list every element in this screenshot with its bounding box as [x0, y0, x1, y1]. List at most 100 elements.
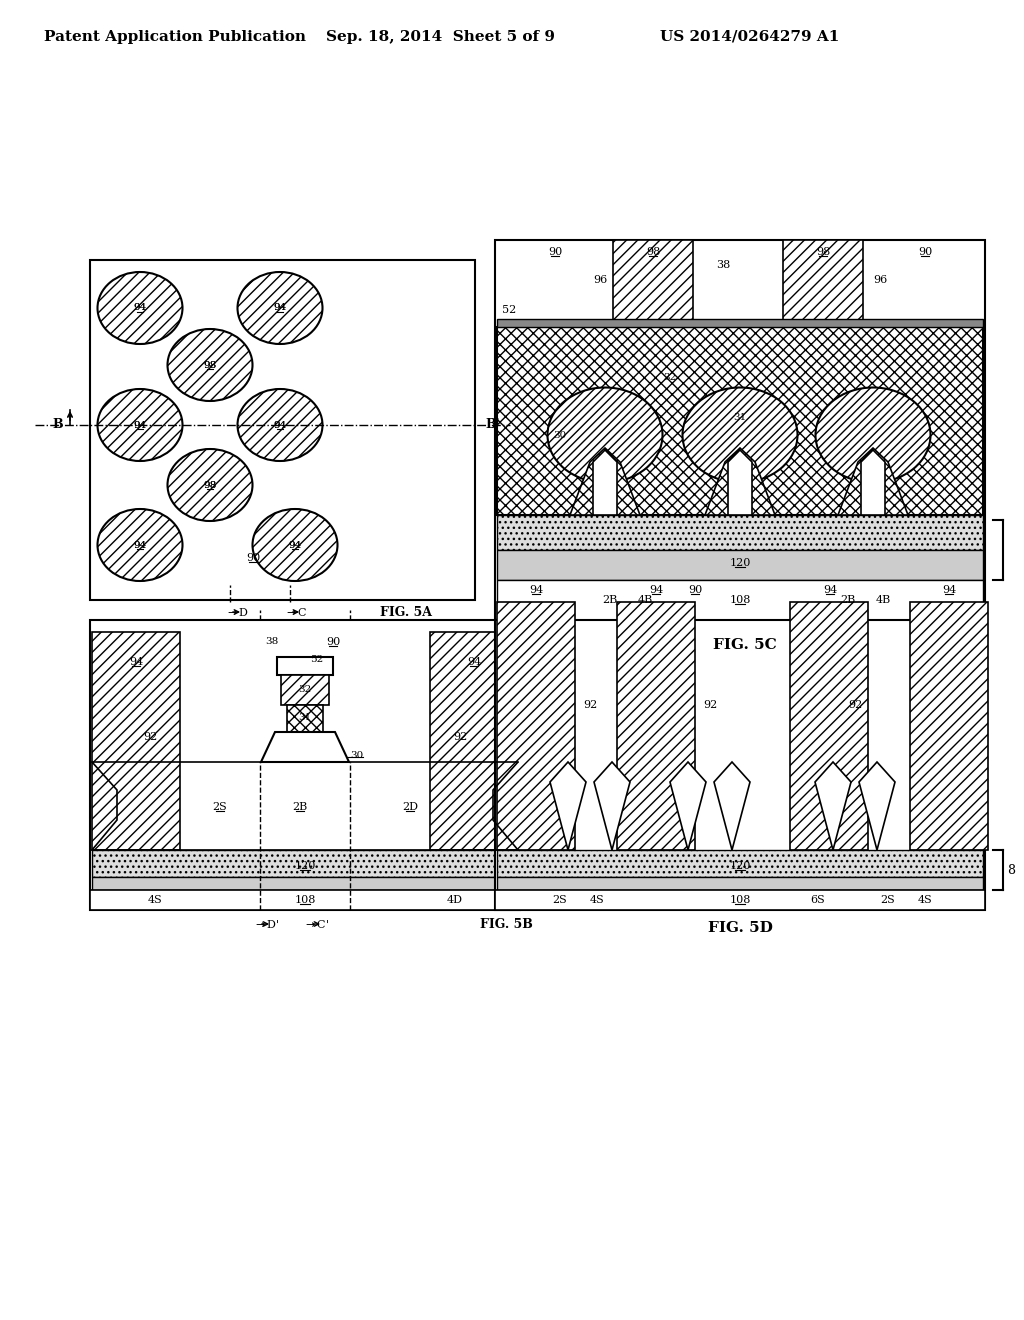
- Text: 94: 94: [649, 585, 664, 595]
- Text: 94: 94: [129, 657, 143, 667]
- Text: Patent Application Publication: Patent Application Publication: [44, 30, 306, 44]
- Bar: [497, 579, 983, 620]
- Text: $\rightarrow$C': $\rightarrow$C': [303, 917, 329, 931]
- Polygon shape: [705, 447, 775, 515]
- Ellipse shape: [238, 389, 323, 461]
- Text: 8: 8: [1007, 863, 1015, 876]
- Polygon shape: [815, 762, 851, 850]
- Bar: [495, 890, 985, 909]
- Bar: [287, 705, 323, 733]
- Text: 2B: 2B: [293, 803, 307, 812]
- Bar: [281, 675, 329, 705]
- Ellipse shape: [815, 388, 931, 483]
- Bar: [90, 620, 520, 909]
- Text: 90: 90: [326, 638, 340, 647]
- Text: 108: 108: [729, 595, 751, 605]
- Ellipse shape: [168, 449, 253, 521]
- Ellipse shape: [97, 389, 182, 461]
- Bar: [90, 890, 520, 909]
- Text: 94: 94: [273, 421, 287, 429]
- Bar: [92, 632, 180, 850]
- Polygon shape: [728, 450, 752, 515]
- Polygon shape: [859, 762, 895, 850]
- Ellipse shape: [97, 510, 182, 581]
- Text: 94: 94: [133, 304, 146, 313]
- Ellipse shape: [97, 272, 182, 345]
- Text: 32: 32: [664, 372, 677, 381]
- Text: $\rightarrow$D: $\rightarrow$D: [225, 606, 249, 618]
- Bar: [497, 850, 983, 876]
- Text: 94: 94: [942, 585, 956, 595]
- Bar: [497, 550, 983, 579]
- Bar: [497, 327, 983, 515]
- Text: 4S: 4S: [590, 895, 604, 906]
- Text: 31: 31: [733, 413, 746, 422]
- Text: 120: 120: [729, 558, 751, 568]
- Ellipse shape: [548, 388, 663, 483]
- Text: 96: 96: [872, 275, 887, 285]
- Bar: [790, 602, 868, 850]
- Text: 52: 52: [502, 305, 516, 315]
- Text: 31: 31: [298, 714, 311, 722]
- Ellipse shape: [253, 510, 338, 581]
- Polygon shape: [861, 450, 885, 515]
- Bar: [90, 260, 475, 601]
- Text: 90: 90: [918, 247, 932, 257]
- Ellipse shape: [238, 272, 323, 345]
- Text: 120: 120: [729, 861, 751, 871]
- Polygon shape: [570, 447, 640, 515]
- Text: 120: 120: [294, 861, 315, 871]
- Text: Sep. 18, 2014  Sheet 5 of 9: Sep. 18, 2014 Sheet 5 of 9: [326, 30, 555, 44]
- Polygon shape: [670, 762, 706, 850]
- Text: 2S: 2S: [213, 803, 227, 812]
- Polygon shape: [550, 762, 586, 850]
- Text: 2B: 2B: [602, 595, 617, 605]
- Text: 92: 92: [702, 700, 717, 710]
- Text: 94: 94: [273, 304, 287, 313]
- Polygon shape: [838, 447, 908, 515]
- Text: 94: 94: [273, 304, 287, 313]
- Text: 108: 108: [294, 895, 315, 906]
- Text: 4S: 4S: [147, 895, 163, 906]
- Text: 92: 92: [583, 700, 597, 710]
- Text: 94: 94: [528, 585, 543, 595]
- Polygon shape: [261, 733, 349, 762]
- Bar: [278, 657, 333, 675]
- Text: 4B: 4B: [637, 595, 652, 605]
- Text: US 2014/0264279 A1: US 2014/0264279 A1: [660, 30, 840, 44]
- Text: 108: 108: [729, 895, 751, 906]
- Text: 94: 94: [133, 421, 146, 429]
- Text: 94: 94: [289, 540, 302, 549]
- Text: FIG. 5B: FIG. 5B: [480, 917, 532, 931]
- Text: $\rightarrow$C: $\rightarrow$C: [285, 606, 308, 618]
- Text: B': B': [485, 418, 501, 432]
- Text: 92: 92: [143, 733, 157, 742]
- Text: 2S: 2S: [881, 895, 895, 906]
- Bar: [495, 240, 985, 620]
- Bar: [497, 876, 983, 890]
- Text: 2D: 2D: [402, 803, 418, 812]
- Text: 30: 30: [350, 751, 364, 759]
- Bar: [497, 515, 983, 550]
- Text: B: B: [52, 418, 63, 432]
- Text: 98: 98: [646, 247, 660, 257]
- Text: 94: 94: [133, 304, 146, 313]
- Text: 38: 38: [265, 638, 279, 647]
- Text: FIG. 5D: FIG. 5D: [708, 921, 772, 935]
- Text: 98: 98: [204, 360, 217, 370]
- Text: 92: 92: [453, 733, 467, 742]
- Text: 94: 94: [823, 585, 838, 595]
- Text: 30: 30: [553, 430, 566, 440]
- Text: 98: 98: [816, 247, 830, 257]
- Text: 90: 90: [548, 247, 562, 257]
- Text: 32: 32: [298, 685, 311, 694]
- Text: 4S: 4S: [918, 895, 933, 906]
- Polygon shape: [593, 450, 617, 515]
- Text: 92: 92: [848, 700, 862, 710]
- Text: 94: 94: [273, 421, 287, 429]
- Bar: [430, 632, 518, 850]
- Text: FIG. 5A: FIG. 5A: [380, 606, 432, 619]
- Text: 2S: 2S: [553, 895, 567, 906]
- Ellipse shape: [168, 329, 253, 401]
- Text: 2B: 2B: [841, 595, 856, 605]
